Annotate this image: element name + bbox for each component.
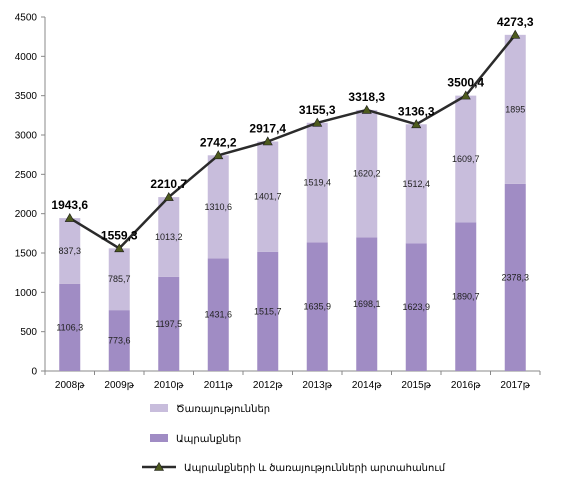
x-tick-label: 2008թ	[55, 380, 85, 391]
x-tick-label: 2017թ	[500, 380, 530, 391]
total-value-label: 1943,6	[51, 198, 88, 212]
services-value-label: 1401,7	[254, 192, 282, 202]
total-value-label: 3136,3	[398, 104, 435, 118]
legend-swatch-services	[150, 404, 168, 412]
bar-services	[306, 122, 328, 243]
x-tick-label: 2012թ	[253, 380, 283, 391]
total-point-marker	[460, 90, 471, 100]
x-tick-label: 2010թ	[154, 380, 184, 391]
bar-services	[257, 141, 279, 252]
x-tick-label: 2015թ	[401, 380, 431, 391]
bar-services	[59, 218, 81, 284]
total-line	[64, 29, 521, 253]
y-tick-label: 3000	[15, 131, 38, 142]
x-tick-label: 2009թ	[104, 380, 134, 391]
y-tick-label: 4000	[15, 52, 38, 63]
goods-value-label: 1698,1	[353, 299, 381, 309]
bar-goods	[455, 222, 477, 371]
services-value-label: 785,7	[108, 274, 131, 284]
bar-services	[207, 155, 229, 259]
total-value-label: 1559,3	[101, 228, 138, 242]
total-point-marker	[163, 191, 174, 201]
bar-services	[455, 95, 477, 223]
total-point-marker	[312, 117, 323, 127]
total-point-marker	[510, 29, 521, 39]
total-value-label: 4273,3	[497, 15, 534, 29]
total-value-label: 2742,2	[200, 135, 237, 149]
services-value-label: 1512,4	[402, 179, 430, 189]
bar-goods	[207, 258, 229, 371]
services-value-label: 837,3	[58, 246, 81, 256]
services-value-label: 1895	[505, 104, 525, 114]
total-point-marker	[361, 104, 372, 114]
bar-goods	[257, 251, 279, 371]
total-value-label: 3500,4	[447, 76, 484, 90]
bar-goods	[504, 183, 526, 371]
goods-value-label: 1635,9	[303, 302, 331, 312]
total-series-line	[69, 34, 517, 250]
bar-goods	[158, 276, 180, 371]
y-tick-label: 2500	[15, 170, 38, 181]
legend-swatch-goods	[150, 434, 168, 442]
bar-services	[504, 34, 526, 184]
bar-services	[108, 248, 130, 311]
segment-labels: 1106,3 837,3 773,6 785,7 1197,5 1013,2 1431,6 1…	[56, 104, 529, 345]
bar-services	[405, 124, 427, 244]
total-value-label: 3318,3	[348, 90, 385, 104]
x-tick-label: 2013թ	[302, 380, 332, 391]
legend-label-services: Ծառայություններ	[176, 404, 270, 415]
axes: 0 500 1000 1500 2000 2500 3000 3500 4000 4500 2008…	[15, 13, 541, 391]
total-point-marker	[411, 119, 422, 129]
bar-goods	[108, 310, 130, 371]
bars	[59, 34, 526, 371]
y-tick-label: 2000	[15, 209, 38, 220]
y-tick-label: 1000	[15, 288, 38, 299]
services-value-label: 1620,2	[353, 169, 381, 179]
services-value-label: 1013,2	[155, 232, 183, 242]
total-value-label: 2210,7	[150, 177, 187, 191]
bar-services	[158, 197, 180, 277]
bar-goods	[356, 237, 378, 371]
y-tick-label: 4500	[15, 13, 38, 24]
services-value-label: 1310,6	[204, 202, 232, 212]
goods-value-label: 773,6	[108, 336, 131, 346]
total-point-marker	[262, 136, 273, 146]
x-tick-label: 2016թ	[451, 380, 481, 391]
services-value-label: 1609,7	[452, 154, 480, 164]
total-point-marker	[114, 243, 125, 253]
goods-value-label: 1623,9	[402, 302, 430, 312]
goods-value-label: 1197,5	[155, 319, 182, 329]
y-tick-label: 1500	[15, 249, 38, 260]
total-point-marker	[213, 150, 224, 160]
total-point-marker	[64, 212, 75, 222]
y-tick-label: 3500	[15, 91, 38, 102]
bar-services	[356, 109, 378, 238]
total-value-label: 2917,4	[249, 121, 286, 135]
bar-goods	[59, 283, 81, 371]
y-tick-label: 0	[31, 367, 37, 378]
total-value-label: 3155,3	[299, 103, 336, 117]
services-value-label: 1519,4	[303, 178, 331, 188]
goods-value-label: 1515,7	[254, 306, 282, 316]
x-tick-label: 2011թ	[204, 380, 234, 391]
y-tick-label: 500	[20, 327, 37, 338]
bar-goods	[405, 243, 427, 371]
total-labels: 1943,6 1559,3 2210,7 2742,2 2917,4 3155,3 3318…	[51, 15, 534, 243]
goods-value-label: 2378,3	[501, 272, 529, 282]
bar-goods	[306, 242, 328, 371]
x-tick-label: 2014թ	[352, 380, 382, 391]
legend-label-goods: Ապրանքներ	[176, 434, 241, 445]
goods-value-label: 1431,6	[204, 310, 232, 320]
goods-value-label: 1890,7	[452, 292, 480, 302]
goods-value-label: 1106,3	[56, 322, 83, 332]
legend: Ծառայություններ Ապրանքներ Ապրանքների և ծառ…	[142, 404, 446, 474]
legend-label-total: Ապրանքների և ծառայությունների արտահանում	[184, 463, 446, 474]
legend-marker-total	[153, 461, 165, 471]
